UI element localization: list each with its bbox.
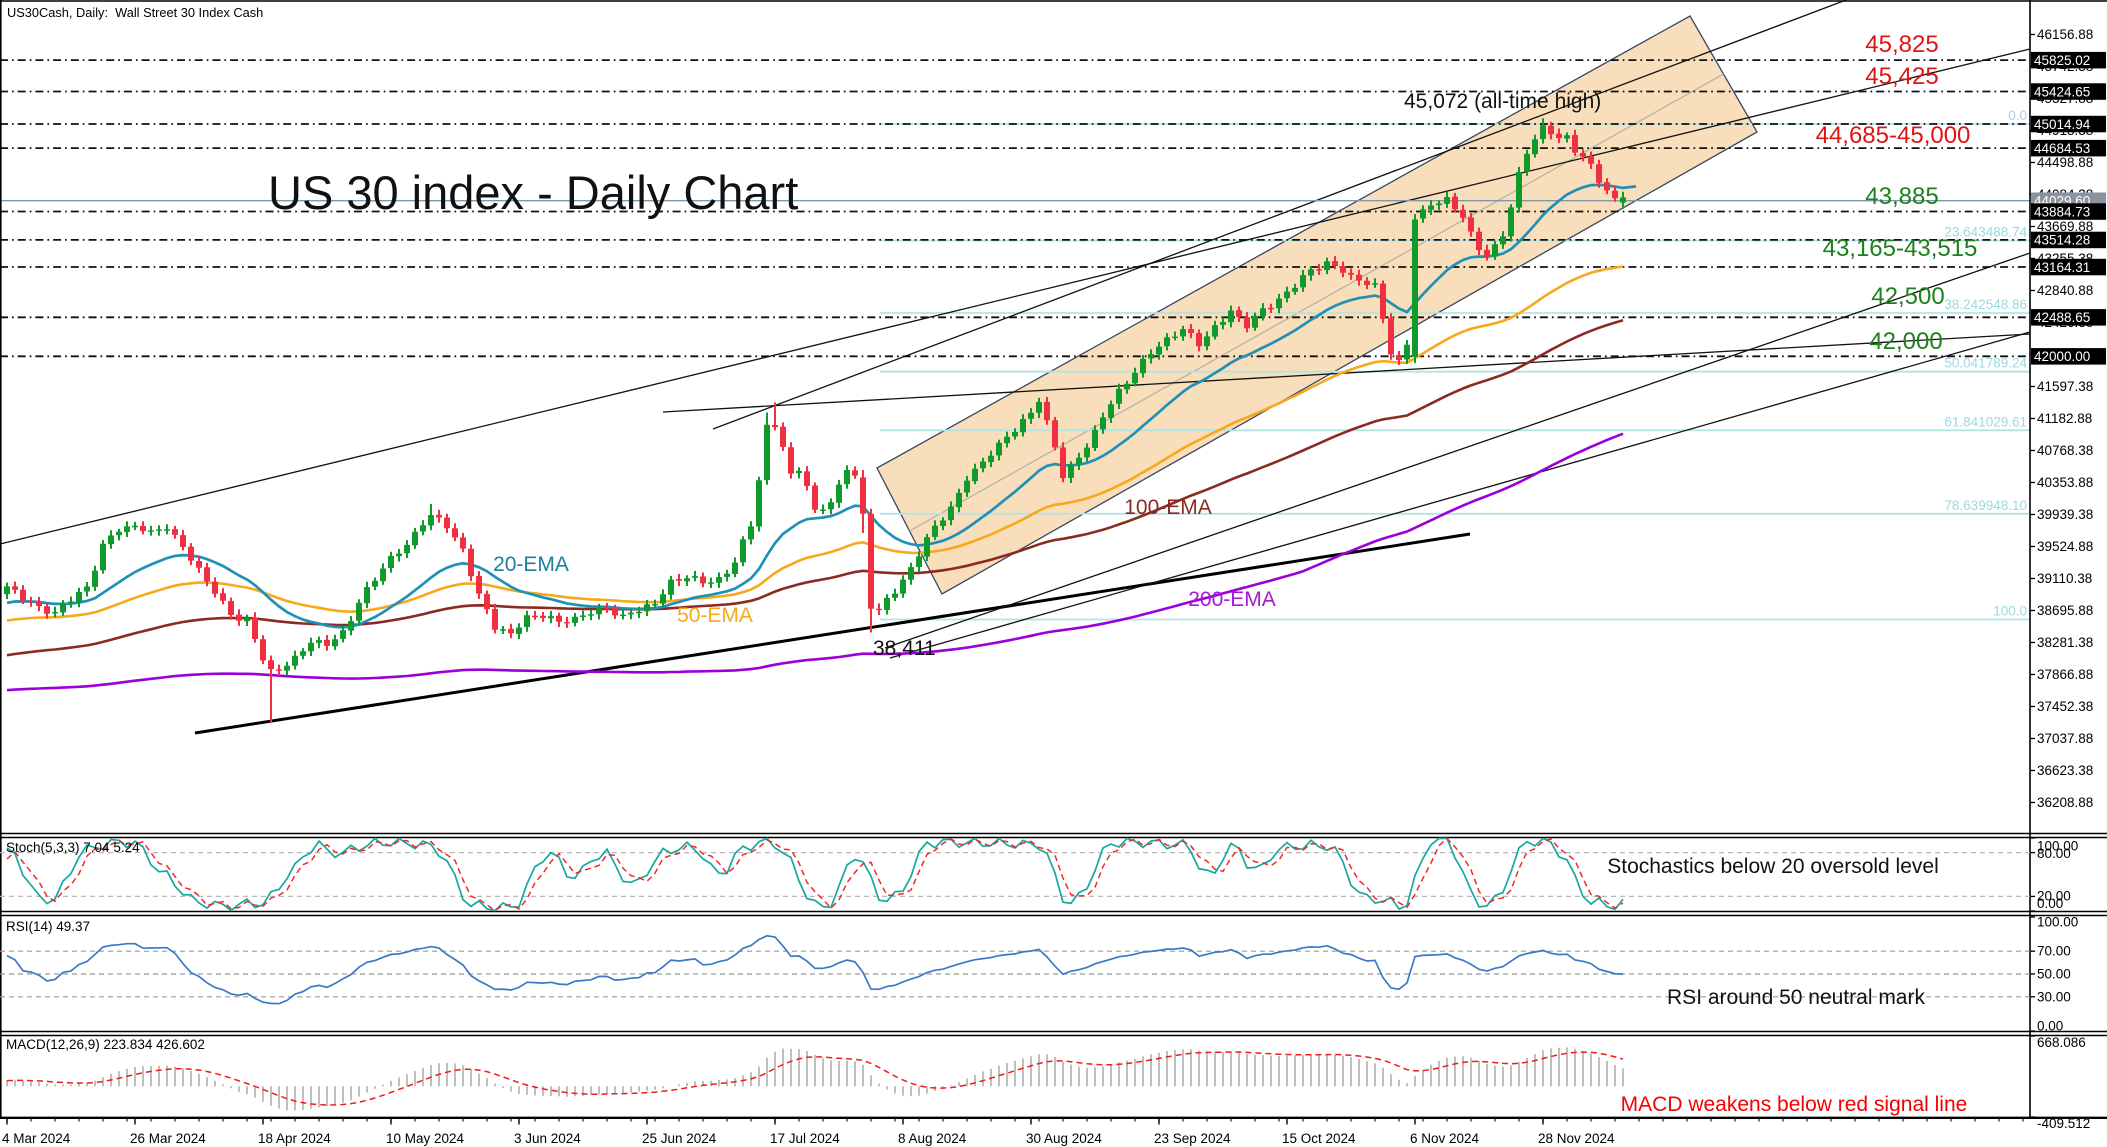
svg-text:20-EMA: 20-EMA — [493, 553, 569, 576]
svg-text:45014.94: 45014.94 — [2034, 117, 2091, 132]
svg-text:15 Oct 2024: 15 Oct 2024 — [1282, 1131, 1356, 1146]
svg-text:0.00: 0.00 — [2037, 896, 2063, 911]
svg-text:39524.88: 39524.88 — [2037, 539, 2093, 554]
svg-text:MACD weakens below red signal: MACD weakens below red signal line — [1621, 1093, 1968, 1116]
svg-text:10 May 2024: 10 May 2024 — [386, 1131, 465, 1146]
svg-text:44498.88: 44498.88 — [2037, 155, 2093, 170]
svg-text:37452.38: 37452.38 — [2037, 699, 2093, 714]
svg-text:US 30 index - Daily Chart: US 30 index - Daily Chart — [268, 166, 798, 219]
svg-text:4 Mar 2024: 4 Mar 2024 — [2, 1131, 71, 1146]
svg-text:42488.65: 42488.65 — [2034, 310, 2090, 325]
svg-text:61.841029.61: 61.841029.61 — [1944, 414, 2027, 429]
svg-text:Stoch(5,3,3) 7.04 5.24: Stoch(5,3,3) 7.04 5.24 — [6, 840, 140, 855]
svg-text:36208.88: 36208.88 — [2037, 795, 2093, 810]
svg-text:42000.00: 42000.00 — [2034, 349, 2090, 364]
svg-text:45825.02: 45825.02 — [2034, 53, 2090, 68]
svg-text:100.00: 100.00 — [2037, 839, 2078, 854]
svg-text:18 Apr 2024: 18 Apr 2024 — [258, 1131, 331, 1146]
svg-text:100.00: 100.00 — [2037, 915, 2078, 930]
svg-text:45,425: 45,425 — [1865, 63, 1938, 90]
svg-text:78.639948.10: 78.639948.10 — [1944, 498, 2027, 513]
svg-text:Stochastics below 20 oversold: Stochastics below 20 oversold level — [1607, 855, 1939, 878]
svg-text:38281.38: 38281.38 — [2037, 635, 2093, 650]
svg-text:50-EMA: 50-EMA — [677, 604, 753, 627]
svg-text:46156.88: 46156.88 — [2037, 27, 2093, 42]
svg-text:39939.38: 39939.38 — [2037, 507, 2093, 522]
svg-text:39110.38: 39110.38 — [2037, 571, 2092, 586]
svg-text:50.00: 50.00 — [2037, 967, 2071, 982]
svg-text:6 Nov 2024: 6 Nov 2024 — [1410, 1131, 1480, 1146]
svg-text:26 Mar 2024: 26 Mar 2024 — [130, 1131, 206, 1146]
svg-text:44684.53: 44684.53 — [2034, 141, 2090, 156]
svg-text:37037.88: 37037.88 — [2037, 731, 2093, 746]
svg-text:37866.88: 37866.88 — [2037, 667, 2093, 682]
svg-text:45,825: 45,825 — [1865, 31, 1938, 58]
svg-text:40768.38: 40768.38 — [2037, 443, 2093, 458]
svg-text:43514.28: 43514.28 — [2034, 233, 2090, 248]
svg-text:-409.512: -409.512 — [2037, 1116, 2090, 1131]
svg-text:43164.31: 43164.31 — [2034, 260, 2090, 275]
svg-text:40353.88: 40353.88 — [2037, 475, 2093, 490]
svg-text:44,685-45,000: 44,685-45,000 — [1816, 122, 1971, 149]
svg-text:US30Cash, Daily: Wall Street: US30Cash, Daily: Wall Street 30 Index Ca… — [7, 5, 263, 20]
svg-text:0.0: 0.0 — [2008, 108, 2027, 123]
svg-text:17 Jul 2024: 17 Jul 2024 — [770, 1131, 840, 1146]
svg-text:38,411: 38,411 — [873, 637, 936, 660]
svg-text:42,000: 42,000 — [1869, 328, 1942, 355]
svg-text:50.041789.24: 50.041789.24 — [1944, 356, 2027, 371]
svg-text:43,165-43,515: 43,165-43,515 — [1823, 235, 1978, 262]
svg-text:45424.65: 45424.65 — [2034, 84, 2090, 99]
svg-text:80.00: 80.00 — [2037, 846, 2071, 861]
svg-text:36623.38: 36623.38 — [2037, 763, 2093, 778]
svg-text:20.00: 20.00 — [2037, 889, 2071, 904]
svg-text:38.242548.86: 38.242548.86 — [1944, 297, 2027, 312]
svg-text:100.0: 100.0 — [1993, 604, 2027, 619]
svg-text:70.00: 70.00 — [2037, 944, 2071, 959]
svg-text:41597.38: 41597.38 — [2037, 379, 2093, 394]
svg-text:100-EMA: 100-EMA — [1124, 496, 1212, 519]
svg-text:42,500: 42,500 — [1871, 283, 1944, 310]
svg-text:43669.88: 43669.88 — [2037, 219, 2093, 234]
svg-text:43884.73: 43884.73 — [2034, 204, 2090, 219]
svg-text:43,885: 43,885 — [1865, 183, 1938, 210]
svg-text:30 Aug 2024: 30 Aug 2024 — [1026, 1131, 1102, 1146]
svg-text:668.086: 668.086 — [2037, 1035, 2086, 1050]
svg-text:23.643488.74: 23.643488.74 — [1944, 225, 2027, 240]
svg-text:8 Aug 2024: 8 Aug 2024 — [898, 1131, 967, 1146]
svg-text:200-EMA: 200-EMA — [1188, 588, 1276, 611]
svg-text:28 Nov 2024: 28 Nov 2024 — [1538, 1131, 1615, 1146]
svg-text:0.00: 0.00 — [2037, 1019, 2063, 1034]
svg-text:23 Sep 2024: 23 Sep 2024 — [1154, 1131, 1231, 1146]
svg-text:MACD(12,26,9) 223.834 426.602: MACD(12,26,9) 223.834 426.602 — [6, 1037, 205, 1052]
svg-text:RSI around 50 neutral mark: RSI around 50 neutral mark — [1667, 986, 1925, 1009]
svg-text:3 Jun 2024: 3 Jun 2024 — [514, 1131, 581, 1146]
svg-text:38695.88: 38695.88 — [2037, 603, 2093, 618]
svg-text:RSI(14) 49.37: RSI(14) 49.37 — [6, 919, 90, 934]
svg-text:41182.88: 41182.88 — [2037, 411, 2092, 426]
svg-text:45,072 (all-time high): 45,072 (all-time high) — [1404, 90, 1601, 113]
svg-text:30.00: 30.00 — [2037, 989, 2071, 1004]
svg-text:42840.88: 42840.88 — [2037, 283, 2093, 298]
svg-text:25 Jun 2024: 25 Jun 2024 — [642, 1131, 717, 1146]
